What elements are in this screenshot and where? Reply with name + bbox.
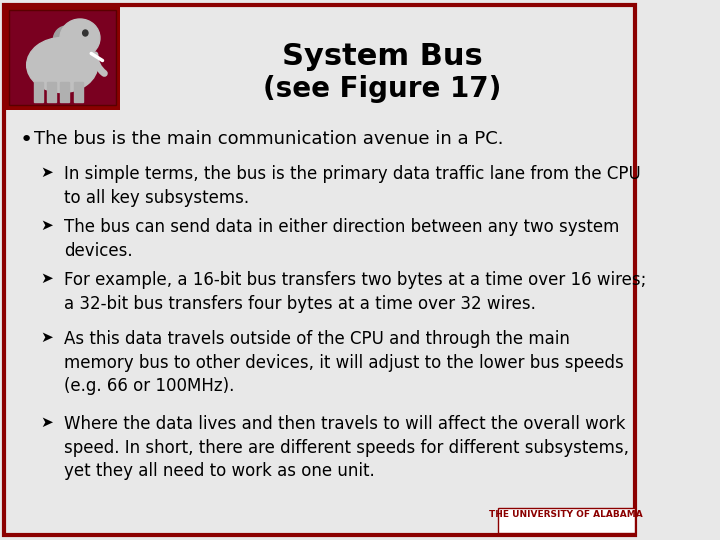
FancyArrowPatch shape bbox=[95, 55, 104, 73]
Bar bbox=[4, 5, 120, 110]
Bar bbox=[60, 82, 69, 102]
Text: System Bus: System Bus bbox=[282, 42, 482, 71]
Text: THE UNIVERSITY OF ALABAMA: THE UNIVERSITY OF ALABAMA bbox=[489, 510, 643, 519]
Text: ➤: ➤ bbox=[40, 218, 53, 233]
Text: (see Figure 17): (see Figure 17) bbox=[263, 75, 501, 103]
Text: Where the data lives and then travels to will affect the overall work
speed. In : Where the data lives and then travels to… bbox=[64, 415, 629, 480]
Circle shape bbox=[83, 30, 88, 36]
Text: As this data travels outside of the CPU and through the main
memory bus to other: As this data travels outside of the CPU … bbox=[64, 330, 624, 395]
Ellipse shape bbox=[60, 19, 100, 57]
Text: ➤: ➤ bbox=[40, 165, 53, 180]
Bar bbox=[47, 82, 56, 102]
Bar bbox=[73, 82, 83, 102]
Text: In simple terms, the bus is the primary data traffic lane from the CPU
to all ke: In simple terms, the bus is the primary … bbox=[64, 165, 641, 207]
Bar bbox=[9, 10, 115, 105]
Text: ➤: ➤ bbox=[40, 330, 53, 345]
Ellipse shape bbox=[53, 26, 80, 54]
Bar bbox=[34, 82, 42, 102]
Text: •: • bbox=[19, 130, 33, 150]
Text: For example, a 16-bit bus transfers two bytes at a time over 16 wires;
a 32-bit : For example, a 16-bit bus transfers two … bbox=[64, 271, 647, 313]
Ellipse shape bbox=[27, 37, 98, 92]
Text: ➤: ➤ bbox=[40, 415, 53, 430]
Bar bbox=[498, 508, 635, 533]
Text: The bus is the main communication avenue in a PC.: The bus is the main communication avenue… bbox=[34, 130, 503, 148]
FancyArrowPatch shape bbox=[91, 53, 102, 60]
Text: ➤: ➤ bbox=[40, 271, 53, 286]
Text: The bus can send data in either direction between any two system
devices.: The bus can send data in either directio… bbox=[64, 218, 619, 260]
